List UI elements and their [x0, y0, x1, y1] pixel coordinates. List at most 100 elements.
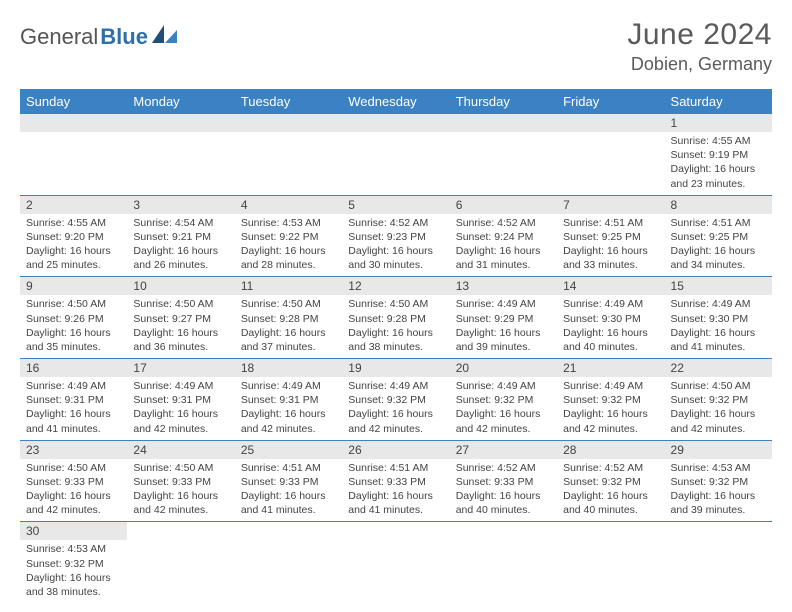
- calendar-cell: 11Sunrise: 4:50 AMSunset: 9:28 PMDayligh…: [235, 277, 342, 359]
- day-line-d1: Daylight: 16 hours: [26, 244, 121, 258]
- calendar-week-row: 2Sunrise: 4:55 AMSunset: 9:20 PMDaylight…: [20, 195, 772, 277]
- day-line-d2: and 36 minutes.: [133, 340, 228, 354]
- day-line-ss: Sunset: 9:31 PM: [133, 393, 228, 407]
- day-details: Sunrise: 4:49 AMSunset: 9:30 PMDaylight:…: [665, 295, 772, 358]
- day-line-ss: Sunset: 9:32 PM: [456, 393, 551, 407]
- header: GeneralBlue June 2024 Dobien, Germany: [20, 18, 772, 75]
- day-line-d1: Daylight: 16 hours: [348, 326, 443, 340]
- day-details: Sunrise: 4:49 AMSunset: 9:31 PMDaylight:…: [20, 377, 127, 440]
- day-line-ss: Sunset: 9:33 PM: [133, 475, 228, 489]
- day-details: Sunrise: 4:52 AMSunset: 9:33 PMDaylight:…: [450, 459, 557, 522]
- day-details: Sunrise: 4:50 AMSunset: 9:33 PMDaylight:…: [20, 459, 127, 522]
- calendar-table: Sunday Monday Tuesday Wednesday Thursday…: [20, 89, 772, 603]
- calendar-week-row: 9Sunrise: 4:50 AMSunset: 9:26 PMDaylight…: [20, 277, 772, 359]
- day-line-d1: Daylight: 16 hours: [241, 407, 336, 421]
- weekday-header: Sunday: [20, 89, 127, 114]
- day-line-ss: Sunset: 9:33 PM: [456, 475, 551, 489]
- weekday-header: Wednesday: [342, 89, 449, 114]
- calendar-cell: 27Sunrise: 4:52 AMSunset: 9:33 PMDayligh…: [450, 440, 557, 522]
- day-number: 28: [557, 441, 664, 459]
- calendar-cell: 24Sunrise: 4:50 AMSunset: 9:33 PMDayligh…: [127, 440, 234, 522]
- calendar-cell: 9Sunrise: 4:50 AMSunset: 9:26 PMDaylight…: [20, 277, 127, 359]
- day-line-ss: Sunset: 9:23 PM: [348, 230, 443, 244]
- day-line-d2: and 37 minutes.: [241, 340, 336, 354]
- day-number: 21: [557, 359, 664, 377]
- day-details: Sunrise: 4:50 AMSunset: 9:33 PMDaylight:…: [127, 459, 234, 522]
- day-details: Sunrise: 4:49 AMSunset: 9:31 PMDaylight:…: [127, 377, 234, 440]
- day-line-d2: and 33 minutes.: [563, 258, 658, 272]
- day-details: Sunrise: 4:53 AMSunset: 9:32 PMDaylight:…: [20, 540, 127, 603]
- day-number: 13: [450, 277, 557, 295]
- logo-sail-icon: [152, 25, 178, 45]
- calendar-cell: [342, 522, 449, 603]
- day-line-d1: Daylight: 16 hours: [456, 407, 551, 421]
- day-line-ss: Sunset: 9:33 PM: [26, 475, 121, 489]
- calendar-cell: 7Sunrise: 4:51 AMSunset: 9:25 PMDaylight…: [557, 195, 664, 277]
- day-number: 6: [450, 196, 557, 214]
- calendar-cell: 26Sunrise: 4:51 AMSunset: 9:33 PMDayligh…: [342, 440, 449, 522]
- calendar-cell: 19Sunrise: 4:49 AMSunset: 9:32 PMDayligh…: [342, 359, 449, 441]
- day-line-sr: Sunrise: 4:50 AM: [133, 461, 228, 475]
- day-line-ss: Sunset: 9:29 PM: [456, 312, 551, 326]
- day-line-sr: Sunrise: 4:49 AM: [26, 379, 121, 393]
- calendar-cell: 30Sunrise: 4:53 AMSunset: 9:32 PMDayligh…: [20, 522, 127, 603]
- day-line-ss: Sunset: 9:32 PM: [563, 393, 658, 407]
- day-line-sr: Sunrise: 4:54 AM: [133, 216, 228, 230]
- day-line-d1: Daylight: 16 hours: [671, 326, 766, 340]
- month-title: June 2024: [627, 18, 772, 52]
- day-line-d1: Daylight: 16 hours: [26, 407, 121, 421]
- day-line-d2: and 28 minutes.: [241, 258, 336, 272]
- day-line-d1: Daylight: 16 hours: [26, 571, 121, 585]
- day-line-d1: Daylight: 16 hours: [563, 326, 658, 340]
- day-number: 1: [665, 114, 772, 132]
- day-number: 7: [557, 196, 664, 214]
- calendar-week-row: 23Sunrise: 4:50 AMSunset: 9:33 PMDayligh…: [20, 440, 772, 522]
- day-line-ss: Sunset: 9:32 PM: [348, 393, 443, 407]
- calendar-cell: 8Sunrise: 4:51 AMSunset: 9:25 PMDaylight…: [665, 195, 772, 277]
- calendar-cell: [557, 114, 664, 195]
- day-line-d2: and 41 minutes.: [26, 422, 121, 436]
- day-number: 23: [20, 441, 127, 459]
- day-line-sr: Sunrise: 4:52 AM: [456, 461, 551, 475]
- day-number: 24: [127, 441, 234, 459]
- day-number: 8: [665, 196, 772, 214]
- day-line-d2: and 42 minutes.: [348, 422, 443, 436]
- day-line-d2: and 40 minutes.: [456, 503, 551, 517]
- calendar-cell: 6Sunrise: 4:52 AMSunset: 9:24 PMDaylight…: [450, 195, 557, 277]
- day-number: 10: [127, 277, 234, 295]
- day-line-d2: and 40 minutes.: [563, 503, 658, 517]
- day-line-d2: and 38 minutes.: [348, 340, 443, 354]
- day-line-ss: Sunset: 9:20 PM: [26, 230, 121, 244]
- day-line-d1: Daylight: 16 hours: [241, 244, 336, 258]
- day-number: 12: [342, 277, 449, 295]
- calendar-cell: [665, 522, 772, 603]
- day-details: Sunrise: 4:51 AMSunset: 9:33 PMDaylight:…: [235, 459, 342, 522]
- empty-day-bar: [450, 114, 557, 132]
- calendar-week-row: 16Sunrise: 4:49 AMSunset: 9:31 PMDayligh…: [20, 359, 772, 441]
- day-line-sr: Sunrise: 4:51 AM: [671, 216, 766, 230]
- day-line-sr: Sunrise: 4:49 AM: [456, 297, 551, 311]
- day-details: Sunrise: 4:51 AMSunset: 9:25 PMDaylight:…: [665, 214, 772, 277]
- day-line-d2: and 38 minutes.: [26, 585, 121, 599]
- empty-day-bar: [342, 114, 449, 132]
- calendar-cell: 1Sunrise: 4:55 AMSunset: 9:19 PMDaylight…: [665, 114, 772, 195]
- calendar-cell: 10Sunrise: 4:50 AMSunset: 9:27 PMDayligh…: [127, 277, 234, 359]
- day-line-d1: Daylight: 16 hours: [133, 407, 228, 421]
- day-line-ss: Sunset: 9:19 PM: [671, 148, 766, 162]
- day-number: 19: [342, 359, 449, 377]
- calendar-week-row: 30Sunrise: 4:53 AMSunset: 9:32 PMDayligh…: [20, 522, 772, 603]
- day-details: Sunrise: 4:52 AMSunset: 9:24 PMDaylight:…: [450, 214, 557, 277]
- day-line-ss: Sunset: 9:30 PM: [563, 312, 658, 326]
- logo-text-blue: Blue: [100, 24, 148, 50]
- day-details: Sunrise: 4:54 AMSunset: 9:21 PMDaylight:…: [127, 214, 234, 277]
- day-line-d1: Daylight: 16 hours: [241, 326, 336, 340]
- logo: GeneralBlue: [20, 24, 178, 50]
- day-line-d2: and 42 minutes.: [456, 422, 551, 436]
- day-number: 15: [665, 277, 772, 295]
- day-line-ss: Sunset: 9:30 PM: [671, 312, 766, 326]
- day-line-sr: Sunrise: 4:49 AM: [563, 297, 658, 311]
- day-line-d2: and 40 minutes.: [563, 340, 658, 354]
- empty-day-bar: [127, 114, 234, 132]
- day-line-sr: Sunrise: 4:53 AM: [671, 461, 766, 475]
- day-number: 16: [20, 359, 127, 377]
